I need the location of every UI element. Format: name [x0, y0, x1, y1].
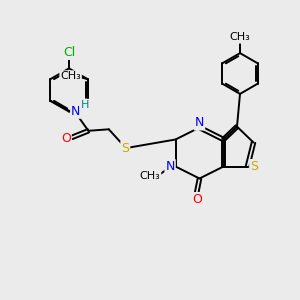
Text: O: O: [192, 193, 202, 206]
Text: N: N: [195, 116, 204, 130]
Text: Cl: Cl: [63, 46, 75, 59]
Text: S: S: [121, 142, 129, 155]
Text: S: S: [250, 160, 258, 173]
Text: CH₃: CH₃: [60, 71, 81, 81]
Text: CH₃: CH₃: [230, 32, 250, 43]
Text: N: N: [71, 105, 80, 118]
Text: CH₃: CH₃: [140, 171, 160, 182]
Text: H: H: [81, 100, 89, 110]
Text: N: N: [165, 160, 175, 173]
Text: O: O: [61, 132, 71, 146]
